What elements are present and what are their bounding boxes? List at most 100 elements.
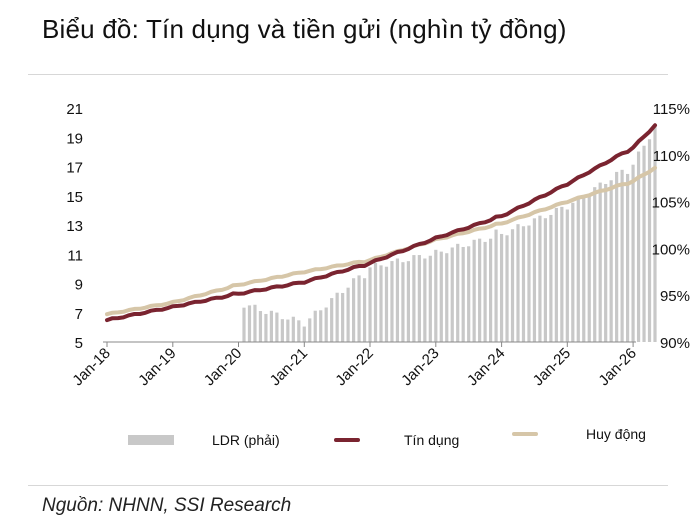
ldr-bar [357,275,361,342]
chart-svg: 5 7 9 11 13 15 17 19 21 90% 95% 100% 105% 110% 115% J… [66,101,690,389]
ldr-bar [620,169,624,342]
legend-swatch-ldr [128,435,174,445]
legend-swatch-tin-dung [334,438,360,442]
right-axis-ticks: 90% 95% 100% 105% 110% 115% [652,101,690,352]
ldr-bar [636,151,641,342]
ldr-bar [308,318,312,342]
ldr-bar [247,305,252,342]
ldr-bar [521,226,526,342]
ldr-bar [604,183,608,342]
y-left-tick-label: 17 [66,160,83,177]
x-tick-label: Jan-21 [267,345,311,389]
ldr-bar [483,241,487,342]
series-lines [105,123,657,323]
y-right-tick-label: 90% [660,335,690,352]
top-divider [28,74,668,75]
ldr-bar [461,246,465,342]
ldr-bar [554,207,558,342]
ldr-bar [450,247,454,342]
y-right-tick-label: 110% [653,148,690,165]
ldr-bar [423,258,427,342]
ldr-bar [499,233,504,342]
ldr-bar [472,239,476,342]
ldr-bar [445,253,449,342]
ldr-bar [543,218,547,342]
ldr-bar [456,243,460,342]
left-axis-ticks: 5 7 9 11 13 15 17 19 21 [66,101,83,352]
y-left-tick-label: 11 [67,247,83,264]
ldr-bar [538,215,542,342]
y-left-tick-label: 19 [66,130,83,147]
ldr-bar [291,316,295,342]
ldr-bar [609,180,613,342]
ldr-bar [401,262,405,342]
legend-label-tin-dung: Tín dụng [404,432,460,448]
legend-item-tin-dung: Tín dụng [334,432,459,448]
ldr-bar [582,196,586,342]
ldr-bar [642,145,646,342]
ldr-bar [258,311,263,342]
ldr-bar [434,249,438,342]
ldr-bar [489,238,493,342]
ldr-bar [428,255,432,342]
ldr-bar [324,307,328,342]
y-left-tick-label: 15 [66,189,83,206]
ldr-bar [593,187,597,342]
ldr-bar [242,307,246,342]
ldr-bar [626,173,630,342]
ldr-bar [264,313,268,342]
ldr-bar [478,238,482,342]
x-axis-ticks: Jan-18 Jan-19 Jan-20 Jan-21 Jan-22 Jan-23 Jan-… [69,342,640,389]
y-left-tick-label: 13 [66,218,83,235]
ldr-bar [275,312,279,342]
chart-title: Biểu đồ: Tín dụng và tiền gửi (nghìn tỷ … [42,14,567,44]
ldr-bar [560,206,564,342]
ldr-bar [368,267,372,342]
ldr-bar [532,218,537,342]
ldr-bar [653,125,657,342]
y-left-tick-label: 7 [75,306,83,323]
y-right-tick-label: 105% [652,195,690,212]
ldr-bar [505,235,509,342]
ldr-bar [253,304,257,342]
ldr-bar [302,326,306,342]
ldr-bar [527,225,531,342]
ldr-bar [647,139,652,342]
ldr-bar [346,287,350,342]
ldr-bar [565,209,569,342]
ldr-bar [417,255,421,342]
ldr-bar [373,262,378,342]
ldr-bar [313,310,317,342]
tin-dung-line [105,123,657,323]
y-right-tick-label: 95% [660,288,690,305]
ldr-bar [571,202,575,342]
bottom-divider [28,485,668,486]
legend-item-ldr: LDR (phải) [128,432,280,448]
x-tick-label: Jan-26 [595,345,639,389]
source-note: Nguồn: NHNN, SSI Research [42,495,292,516]
ldr-bar [406,261,410,342]
ldr-bar [335,292,339,342]
ldr-bars [242,125,657,342]
x-tick-label: Jan-19 [135,345,179,389]
ldr-bar [510,229,515,342]
x-tick-label: Jan-24 [464,345,508,389]
ldr-bar [576,196,580,342]
ldr-bar [379,265,383,342]
ldr-bar [615,171,619,342]
legend: LDR (phải) Tín dụng Huy động [0,424,700,454]
ldr-bar [516,224,520,342]
ldr-bar [286,319,290,342]
ldr-bar [467,246,471,342]
ldr-bar [280,319,284,342]
ldr-bar [395,258,400,342]
ldr-bar [352,278,356,342]
huy-dong-line [105,165,657,317]
x-tick-label: Jan-20 [201,345,245,389]
ldr-bar [297,320,301,342]
ldr-bar [587,195,591,342]
y-right-tick-label: 115% [653,101,690,118]
ldr-bar [631,164,635,342]
legend-item-huy-dong: Huy động [512,426,646,442]
ldr-bar [549,214,553,342]
